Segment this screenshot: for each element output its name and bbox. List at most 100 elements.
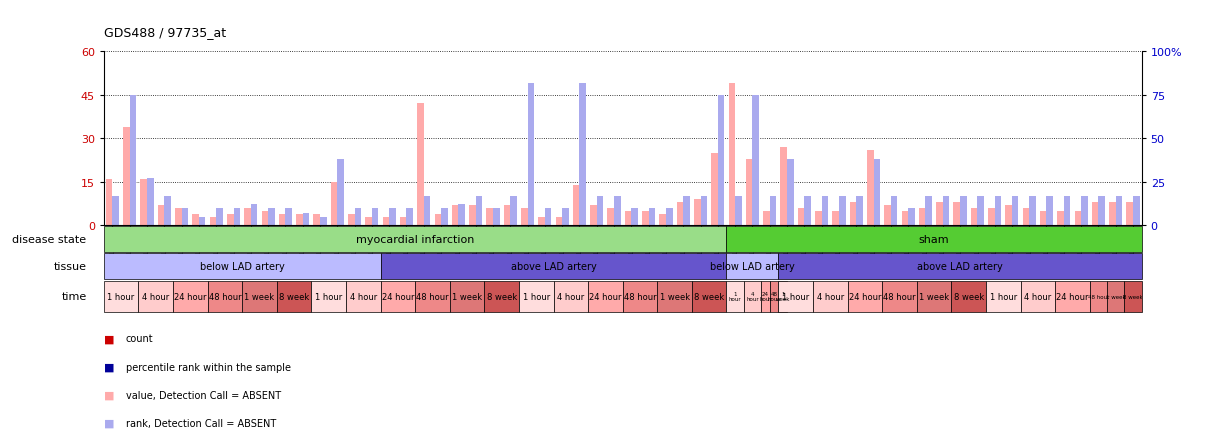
Bar bbox=[1081, 196, 1088, 226]
Text: count: count bbox=[126, 334, 154, 343]
Text: 8 week: 8 week bbox=[486, 292, 516, 301]
Bar bbox=[510, 196, 516, 226]
Bar bbox=[476, 196, 482, 226]
Bar bbox=[415, 281, 449, 312]
Bar bbox=[346, 281, 381, 312]
Bar bbox=[452, 205, 458, 226]
Bar bbox=[485, 281, 519, 312]
Bar bbox=[303, 214, 309, 226]
Bar bbox=[856, 196, 863, 226]
Text: tissue: tissue bbox=[54, 262, 87, 272]
Bar bbox=[104, 281, 138, 312]
Bar bbox=[659, 214, 665, 226]
Bar bbox=[1021, 281, 1055, 312]
Bar bbox=[580, 83, 586, 226]
Bar bbox=[331, 182, 337, 226]
Bar bbox=[833, 211, 839, 226]
Bar bbox=[277, 281, 311, 312]
Bar bbox=[1055, 281, 1090, 312]
Bar bbox=[951, 281, 987, 312]
Bar bbox=[726, 253, 779, 279]
Bar bbox=[1089, 281, 1107, 312]
Bar bbox=[424, 196, 430, 226]
Bar bbox=[882, 281, 917, 312]
Bar bbox=[372, 208, 379, 226]
Bar bbox=[908, 208, 915, 226]
Text: 24 hour: 24 hour bbox=[175, 292, 206, 301]
Bar bbox=[694, 200, 701, 226]
Bar bbox=[348, 214, 354, 226]
Bar bbox=[735, 196, 741, 226]
Bar bbox=[822, 196, 828, 226]
Bar bbox=[769, 196, 777, 226]
Text: 48 hour: 48 hour bbox=[209, 292, 242, 301]
Bar bbox=[926, 196, 932, 226]
Bar bbox=[625, 211, 631, 226]
Bar bbox=[873, 160, 880, 226]
Text: percentile rank within the sample: percentile rank within the sample bbox=[126, 362, 291, 372]
Bar bbox=[182, 208, 188, 226]
Text: 1 week: 1 week bbox=[244, 292, 275, 301]
Bar bbox=[158, 205, 165, 226]
Text: ■: ■ bbox=[104, 362, 115, 372]
Bar bbox=[788, 160, 794, 226]
Bar bbox=[988, 208, 995, 226]
Bar bbox=[449, 281, 485, 312]
Text: 48
hour: 48 hour bbox=[768, 291, 780, 302]
Bar bbox=[797, 208, 805, 226]
Bar bbox=[381, 281, 415, 312]
Bar bbox=[813, 281, 847, 312]
Text: 24 hour: 24 hour bbox=[849, 292, 882, 301]
Bar bbox=[458, 205, 465, 226]
Bar bbox=[553, 281, 589, 312]
Bar bbox=[684, 196, 690, 226]
Bar bbox=[712, 153, 718, 226]
Bar bbox=[233, 208, 241, 226]
Bar bbox=[901, 211, 908, 226]
Text: 24 hour: 24 hour bbox=[382, 292, 414, 301]
Bar bbox=[752, 95, 759, 226]
Text: 24 hour: 24 hour bbox=[1056, 292, 1089, 301]
Text: myocardial infarction: myocardial infarction bbox=[357, 234, 474, 244]
Bar bbox=[631, 208, 637, 226]
Bar bbox=[441, 208, 448, 226]
Bar bbox=[1116, 196, 1122, 226]
Text: time: time bbox=[61, 291, 87, 301]
Text: 4 hour: 4 hour bbox=[142, 292, 170, 301]
Text: 8 week: 8 week bbox=[954, 292, 984, 301]
Bar bbox=[917, 281, 951, 312]
Bar bbox=[354, 208, 361, 226]
Bar bbox=[971, 208, 977, 226]
Bar bbox=[562, 208, 569, 226]
Bar bbox=[278, 214, 286, 226]
Bar bbox=[977, 196, 984, 226]
Bar bbox=[123, 127, 129, 226]
Bar bbox=[701, 196, 707, 226]
Bar bbox=[769, 281, 779, 312]
Bar bbox=[147, 179, 154, 226]
Text: 1 hour: 1 hour bbox=[315, 292, 342, 301]
Text: 48 hour: 48 hour bbox=[624, 292, 657, 301]
Text: 8 week: 8 week bbox=[278, 292, 309, 301]
Text: 8 week: 8 week bbox=[1123, 294, 1143, 299]
Bar bbox=[608, 208, 614, 226]
Bar bbox=[1127, 203, 1133, 226]
Text: 1 week: 1 week bbox=[659, 292, 690, 301]
Bar bbox=[435, 214, 441, 226]
Bar bbox=[407, 208, 413, 226]
Bar bbox=[761, 281, 769, 312]
Text: 1 hour: 1 hour bbox=[107, 292, 134, 301]
Bar bbox=[1074, 211, 1081, 226]
Bar bbox=[692, 281, 726, 312]
Bar bbox=[527, 83, 534, 226]
Bar bbox=[987, 281, 1021, 312]
Text: sham: sham bbox=[918, 234, 950, 244]
Bar bbox=[545, 208, 552, 226]
Bar bbox=[519, 281, 553, 312]
Bar bbox=[140, 179, 147, 226]
Text: below LAD artery: below LAD artery bbox=[711, 262, 795, 272]
Bar bbox=[726, 226, 1142, 253]
Text: 4 hour: 4 hour bbox=[1024, 292, 1051, 301]
Bar bbox=[1125, 281, 1142, 312]
Text: 24 hour: 24 hour bbox=[590, 292, 621, 301]
